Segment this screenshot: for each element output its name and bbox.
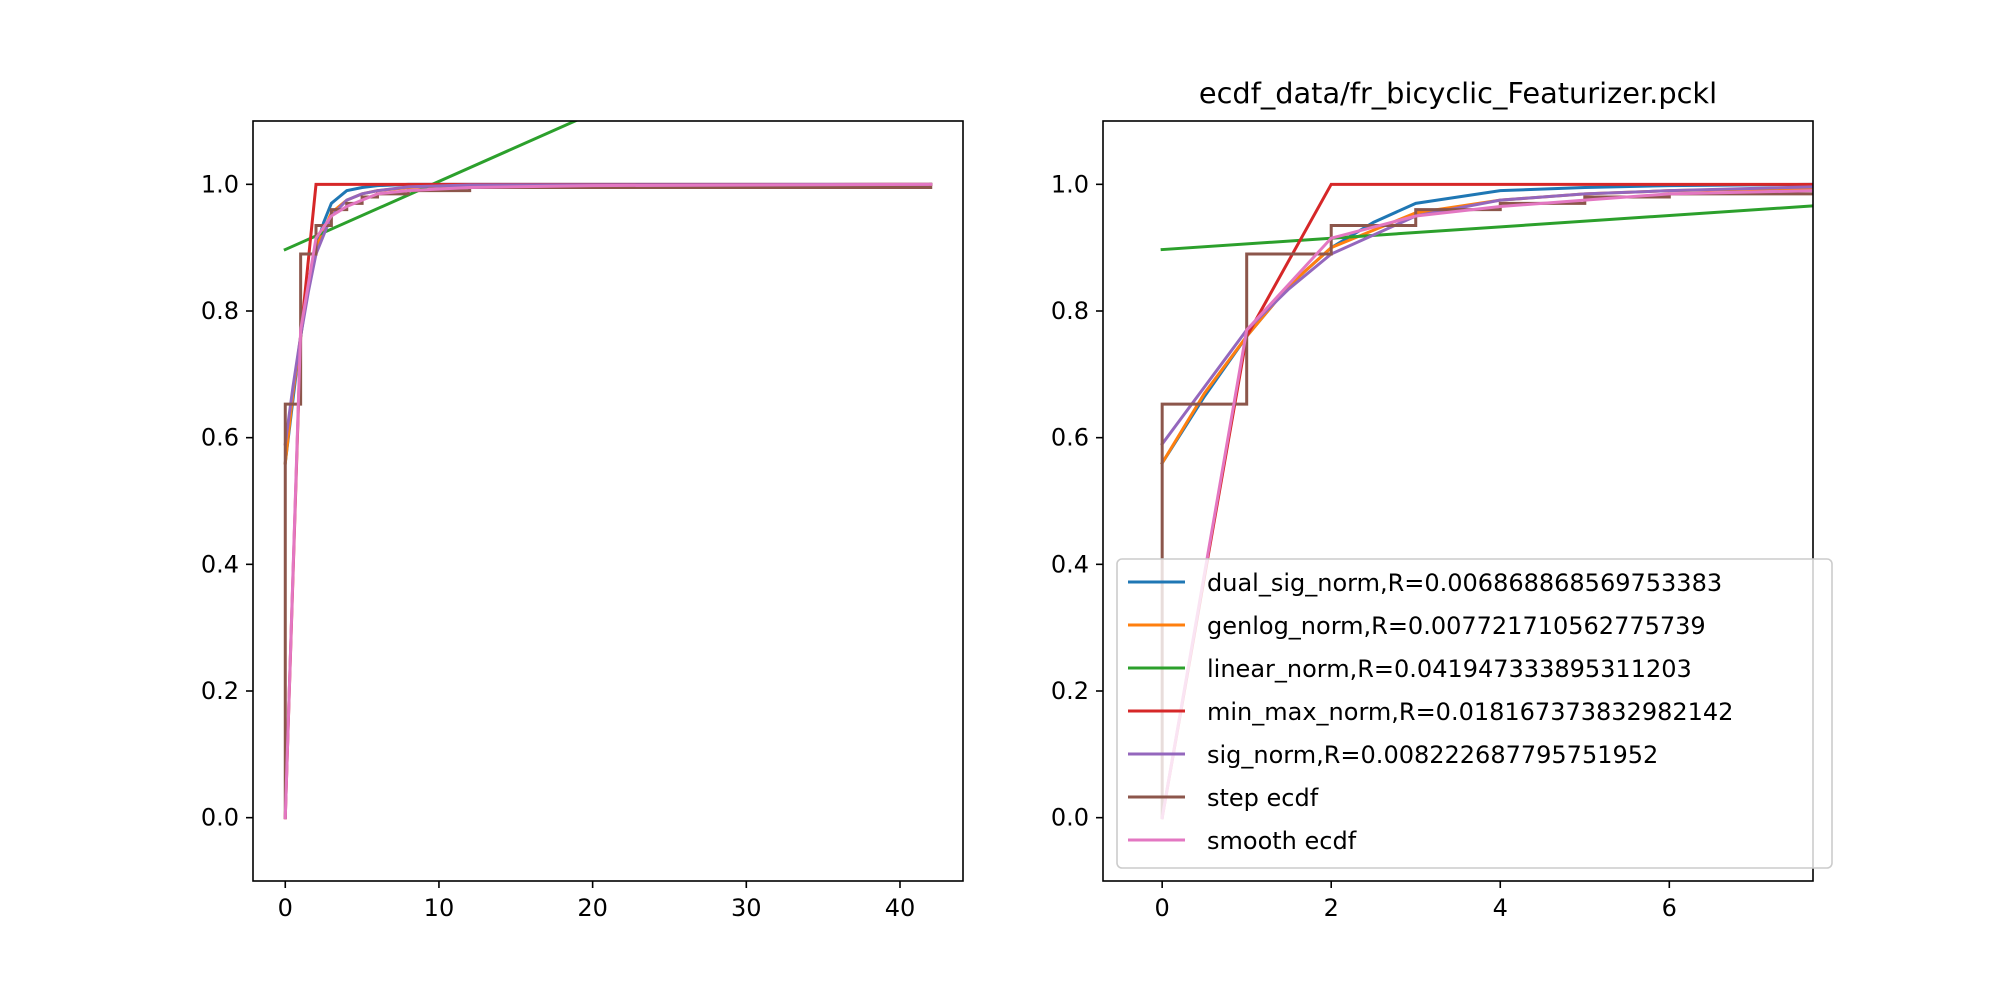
y-tick-label: 1.0 [1051, 170, 1089, 198]
y-tick-label: 0.6 [1051, 424, 1089, 452]
legend-frame [1116, 558, 1833, 869]
series-lines [1160, 182, 1813, 820]
series-lines [283, 121, 933, 820]
y-tick-label: 1.0 [201, 170, 239, 198]
legend-label: step ecdf [1207, 784, 1319, 812]
series-line-0 [283, 182, 933, 465]
chart-title: ecdf_data/fr_bicyclic_Featurizer.pckl [1199, 76, 1717, 110]
x-tick-label: 10 [424, 894, 455, 922]
y-tick-label: 0.2 [1051, 677, 1089, 705]
y-tick-label: 0.0 [1051, 804, 1089, 832]
right-panel: 0 2 4 6 0.0 0.2 0.4 0.6 0.8 1.0 ecdf_data/fr_bicyc… [1051, 76, 1833, 922]
series-line-1 [283, 182, 933, 465]
legend-label: genlog_norm,R=0.007721710562775739 [1207, 612, 1706, 640]
series-line-6 [283, 182, 933, 820]
series-line-3 [283, 182, 933, 820]
x-tick-label: 40 [885, 894, 916, 922]
y-tick-label: 0.8 [1051, 297, 1089, 325]
series-line-4 [283, 182, 933, 446]
legend-label: smooth ecdf [1207, 827, 1357, 855]
y-tick-label: 0.0 [201, 804, 239, 832]
series-line-6 [1160, 189, 1813, 820]
y-tick-label: 0.4 [201, 550, 239, 578]
y-tick-label: 0.8 [201, 297, 239, 325]
series-line-2 [1160, 204, 1813, 252]
legend-label: sig_norm,R=0.008222687795751952 [1207, 741, 1658, 769]
x-tick-label: 20 [577, 894, 608, 922]
legend-label: dual_sig_norm,R=0.006868868569753383 [1207, 569, 1722, 597]
series-line-5 [283, 182, 933, 820]
x-tick-label: 4 [1493, 894, 1508, 922]
left-panel: 0 10 20 30 40 0.0 0.2 0.4 0.6 0.8 1.0 [201, 120, 964, 922]
legend-label: linear_norm,R=0.041947333895311203 [1207, 655, 1692, 683]
y-tick-label: 0.6 [201, 424, 239, 452]
series-line-4 [1160, 185, 1813, 447]
y-tick-label: 0.4 [1051, 550, 1089, 578]
x-tick-label: 6 [1662, 894, 1677, 922]
x-tick-label: 2 [1324, 894, 1339, 922]
x-tick-label: 0 [1155, 894, 1170, 922]
axes-frame [252, 120, 964, 882]
y-tick-label: 0.2 [201, 677, 239, 705]
x-tick-label: 30 [731, 894, 762, 922]
series-line-2 [283, 121, 579, 252]
legend-label: min_max_norm,R=0.018167373832982142 [1207, 698, 1733, 726]
axes-frame [1102, 120, 1814, 882]
series-line-1 [1160, 186, 1813, 466]
legend: dual_sig_norm,R=0.006868868569753383genl… [1116, 558, 1833, 869]
x-tick-label: 0 [278, 894, 293, 922]
series-line-0 [1160, 182, 1813, 466]
